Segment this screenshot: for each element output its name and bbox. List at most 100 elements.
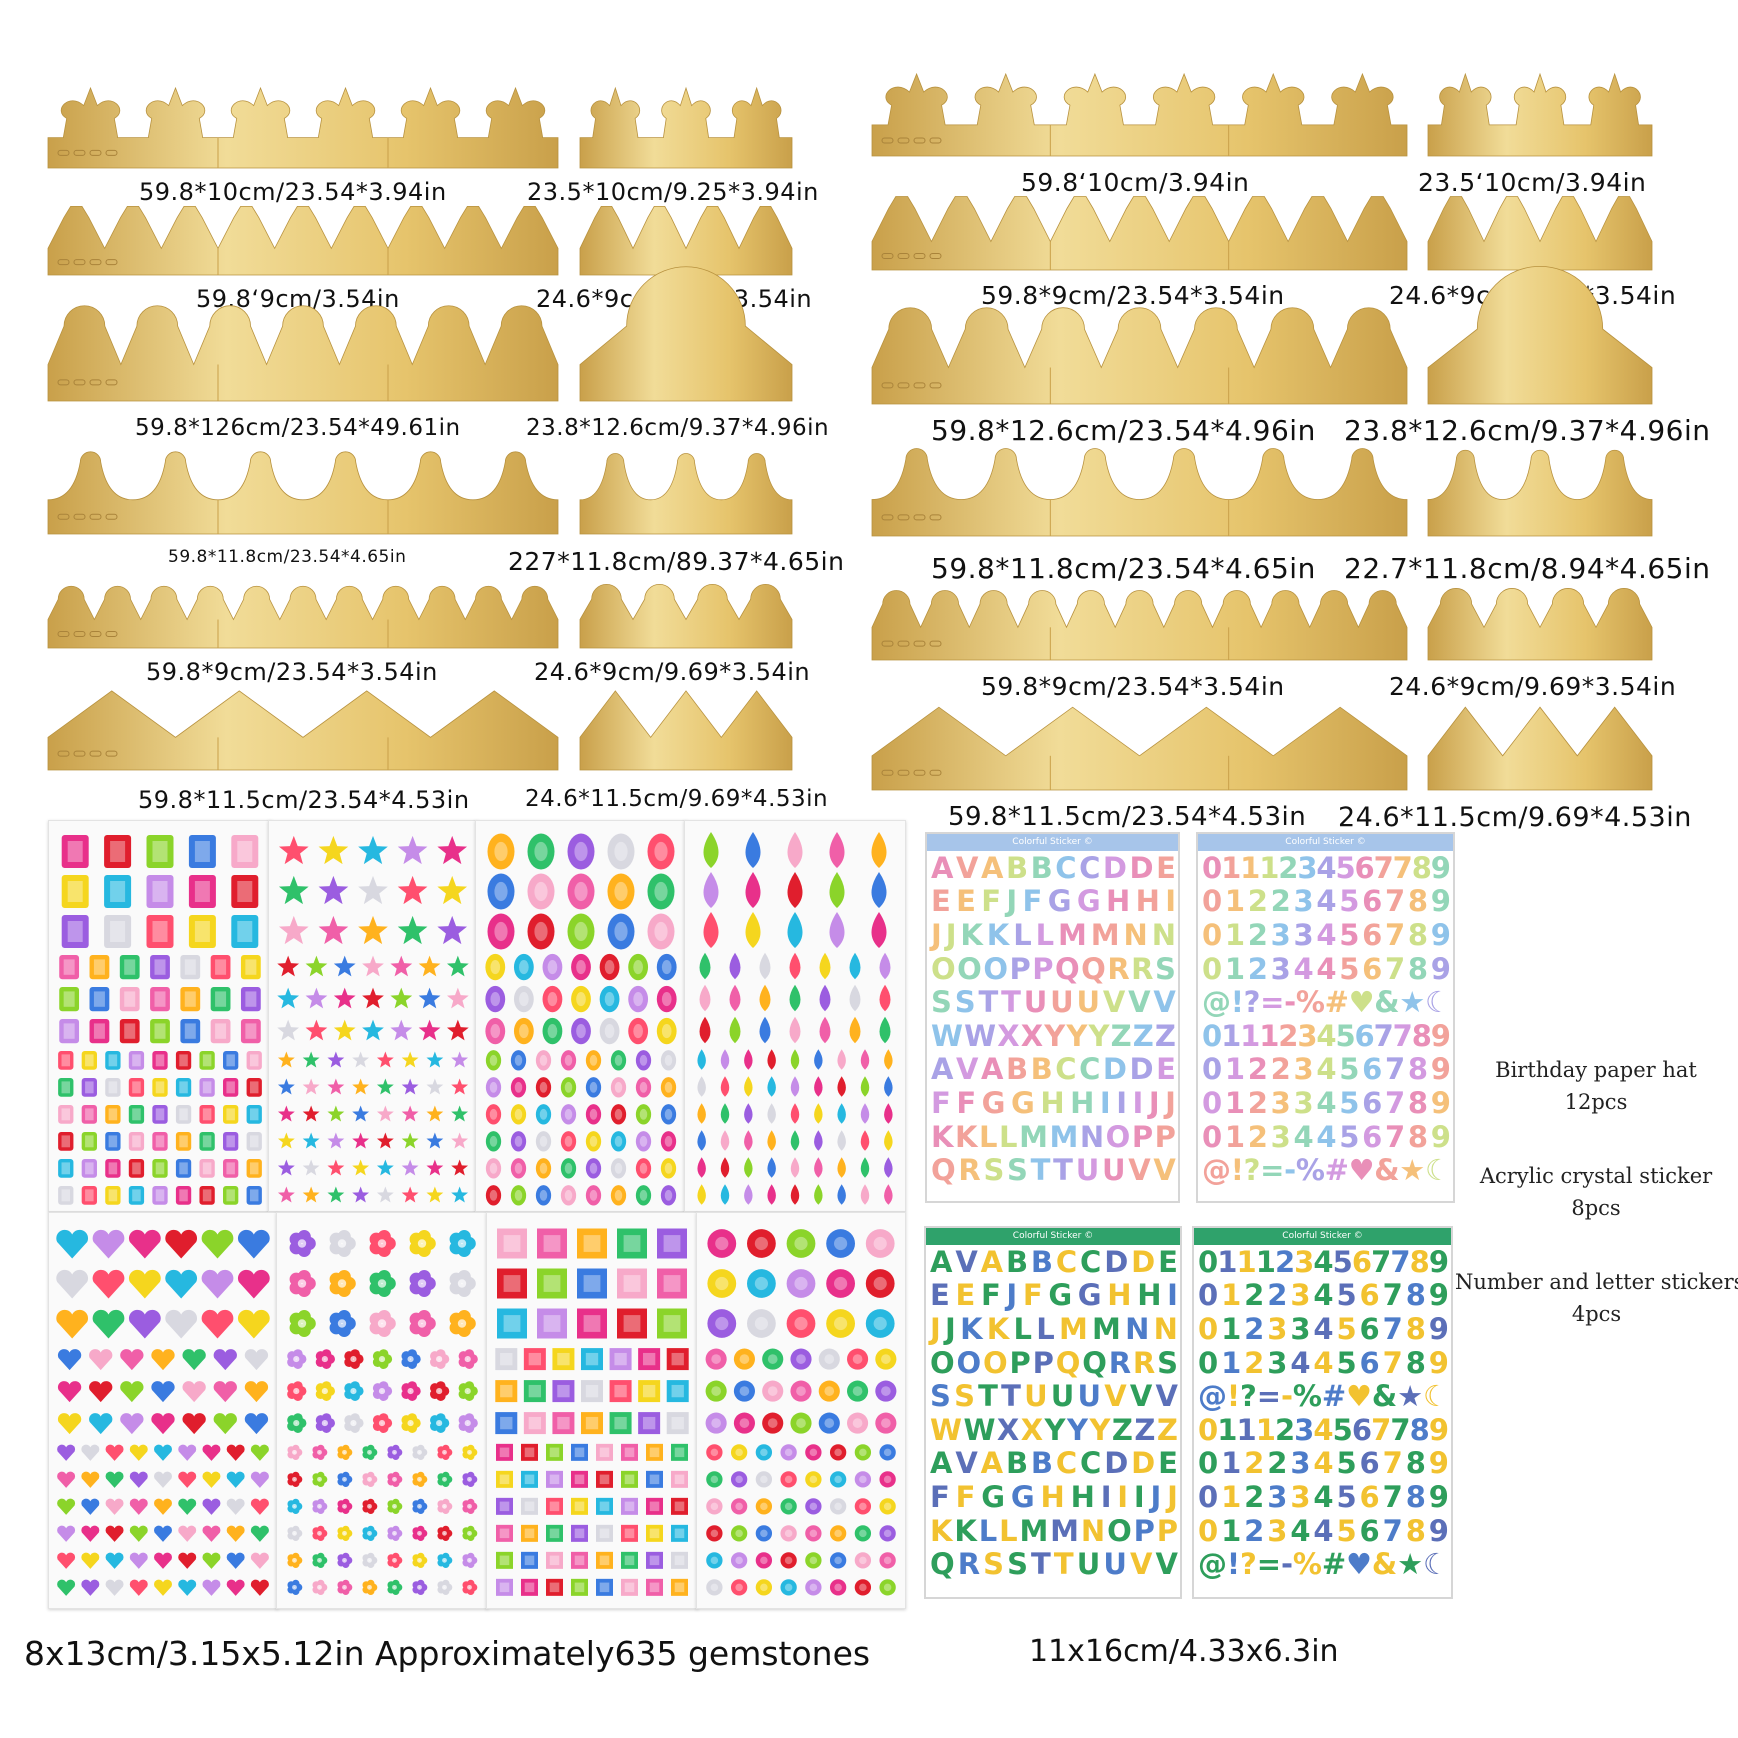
sticker-char: B (1005, 1446, 1028, 1481)
gem (865, 1309, 895, 1338)
sticker-char: M (1019, 1513, 1048, 1548)
gem (697, 1184, 706, 1205)
sticker-char: Y (1044, 1018, 1065, 1053)
gem (599, 953, 620, 981)
gem (377, 1279, 387, 1288)
gem (418, 955, 441, 977)
sticker-char: 3 (1293, 917, 1314, 952)
sticker-char: B (1005, 1052, 1028, 1087)
crown-shape (47, 451, 559, 535)
gem (292, 1557, 297, 1563)
sticker-char: 4 (1313, 1479, 1333, 1514)
gem (150, 1019, 170, 1044)
sticker-sheet-header: Colorful Sticker © (1194, 1228, 1451, 1245)
gem (705, 1348, 727, 1370)
gem (317, 1503, 322, 1509)
sticker-char: E (1158, 1446, 1178, 1481)
sticker-char: M (1058, 1311, 1088, 1346)
gem (392, 1476, 397, 1482)
sticker-char: C (1080, 1446, 1101, 1481)
gem (510, 1158, 527, 1179)
sticker-char: 0 (1198, 1412, 1218, 1447)
gem (617, 1228, 647, 1259)
sticker-char: 6 (1354, 850, 1375, 885)
sticker-char: T (1001, 985, 1021, 1020)
crown-right-short-5 (1427, 574, 1653, 661)
sticker-char: M (1050, 1513, 1079, 1548)
sticker-char: M (1092, 1311, 1121, 1346)
sticker-char: 9 (1428, 1446, 1449, 1481)
gem (292, 1530, 297, 1536)
gem (707, 1229, 737, 1258)
sticker-char: D (1102, 1052, 1127, 1087)
gem (442, 1449, 447, 1455)
sticker-char: V (1153, 1153, 1175, 1188)
gem (165, 1309, 198, 1339)
gem (467, 1476, 472, 1482)
gem (485, 1017, 506, 1045)
gem (635, 1131, 652, 1152)
gem (305, 955, 328, 977)
sticker-char: T (978, 1379, 998, 1414)
gem (188, 835, 216, 868)
gem (417, 1503, 422, 1509)
gem (596, 1443, 613, 1461)
gem (464, 1356, 471, 1363)
gem (377, 1319, 387, 1328)
gem (358, 835, 388, 865)
gem (755, 1444, 773, 1461)
gem (418, 987, 441, 1009)
gem (392, 1503, 397, 1509)
gem (818, 1380, 840, 1402)
gem (666, 1380, 689, 1403)
crown-left-long-1 (47, 86, 559, 169)
gem (231, 915, 259, 948)
gem (378, 1388, 386, 1395)
sticker-char: W (930, 1412, 962, 1447)
gem (638, 1348, 661, 1371)
crown-shape (1427, 72, 1653, 157)
crown-shape (1427, 266, 1653, 405)
sticker-char: S (1155, 951, 1176, 986)
gem (814, 1130, 823, 1151)
gem (342, 1449, 347, 1455)
sticker-char: L (1013, 917, 1032, 952)
crown-right-long-4 (871, 440, 1408, 537)
gem (747, 1229, 776, 1258)
gem (646, 1497, 663, 1515)
sticker-char: B (1005, 1244, 1028, 1279)
sticker-char: 7 (1385, 1119, 1405, 1154)
gem (89, 1019, 110, 1044)
gem (352, 1132, 370, 1149)
bold-letter-sheet: Colorful Sticker © A V A B B C C D D E E E F J F G G H H I J J… (924, 1226, 1182, 1599)
sticker-char: A (980, 1446, 1003, 1481)
crown-left-short-6 (579, 684, 793, 771)
gem (120, 1381, 144, 1403)
gem (767, 1049, 776, 1070)
crown-shape (47, 86, 559, 169)
gem (871, 832, 887, 868)
gem (278, 875, 309, 905)
gem (417, 1530, 422, 1536)
sticker-char: 8 (1411, 1018, 1432, 1053)
gem (567, 873, 595, 910)
gem (437, 915, 468, 945)
gem (635, 1104, 652, 1125)
gem (223, 1132, 239, 1151)
gem (426, 1132, 444, 1149)
gem (485, 1104, 502, 1125)
sticker-char: 8 (1405, 1446, 1426, 1481)
gem (226, 1579, 245, 1596)
gem (337, 1239, 347, 1248)
sticker-char: V (955, 1244, 977, 1279)
gem (542, 985, 563, 1013)
sticker-char: 7 (1390, 1412, 1410, 1447)
gem (745, 872, 761, 908)
sticker-char: A (980, 1244, 1003, 1279)
sticker-char: I (1133, 1479, 1145, 1514)
sticker-char: 9 (1430, 917, 1451, 952)
gem (302, 1186, 320, 1203)
sticker-char: 0 (1202, 917, 1222, 952)
